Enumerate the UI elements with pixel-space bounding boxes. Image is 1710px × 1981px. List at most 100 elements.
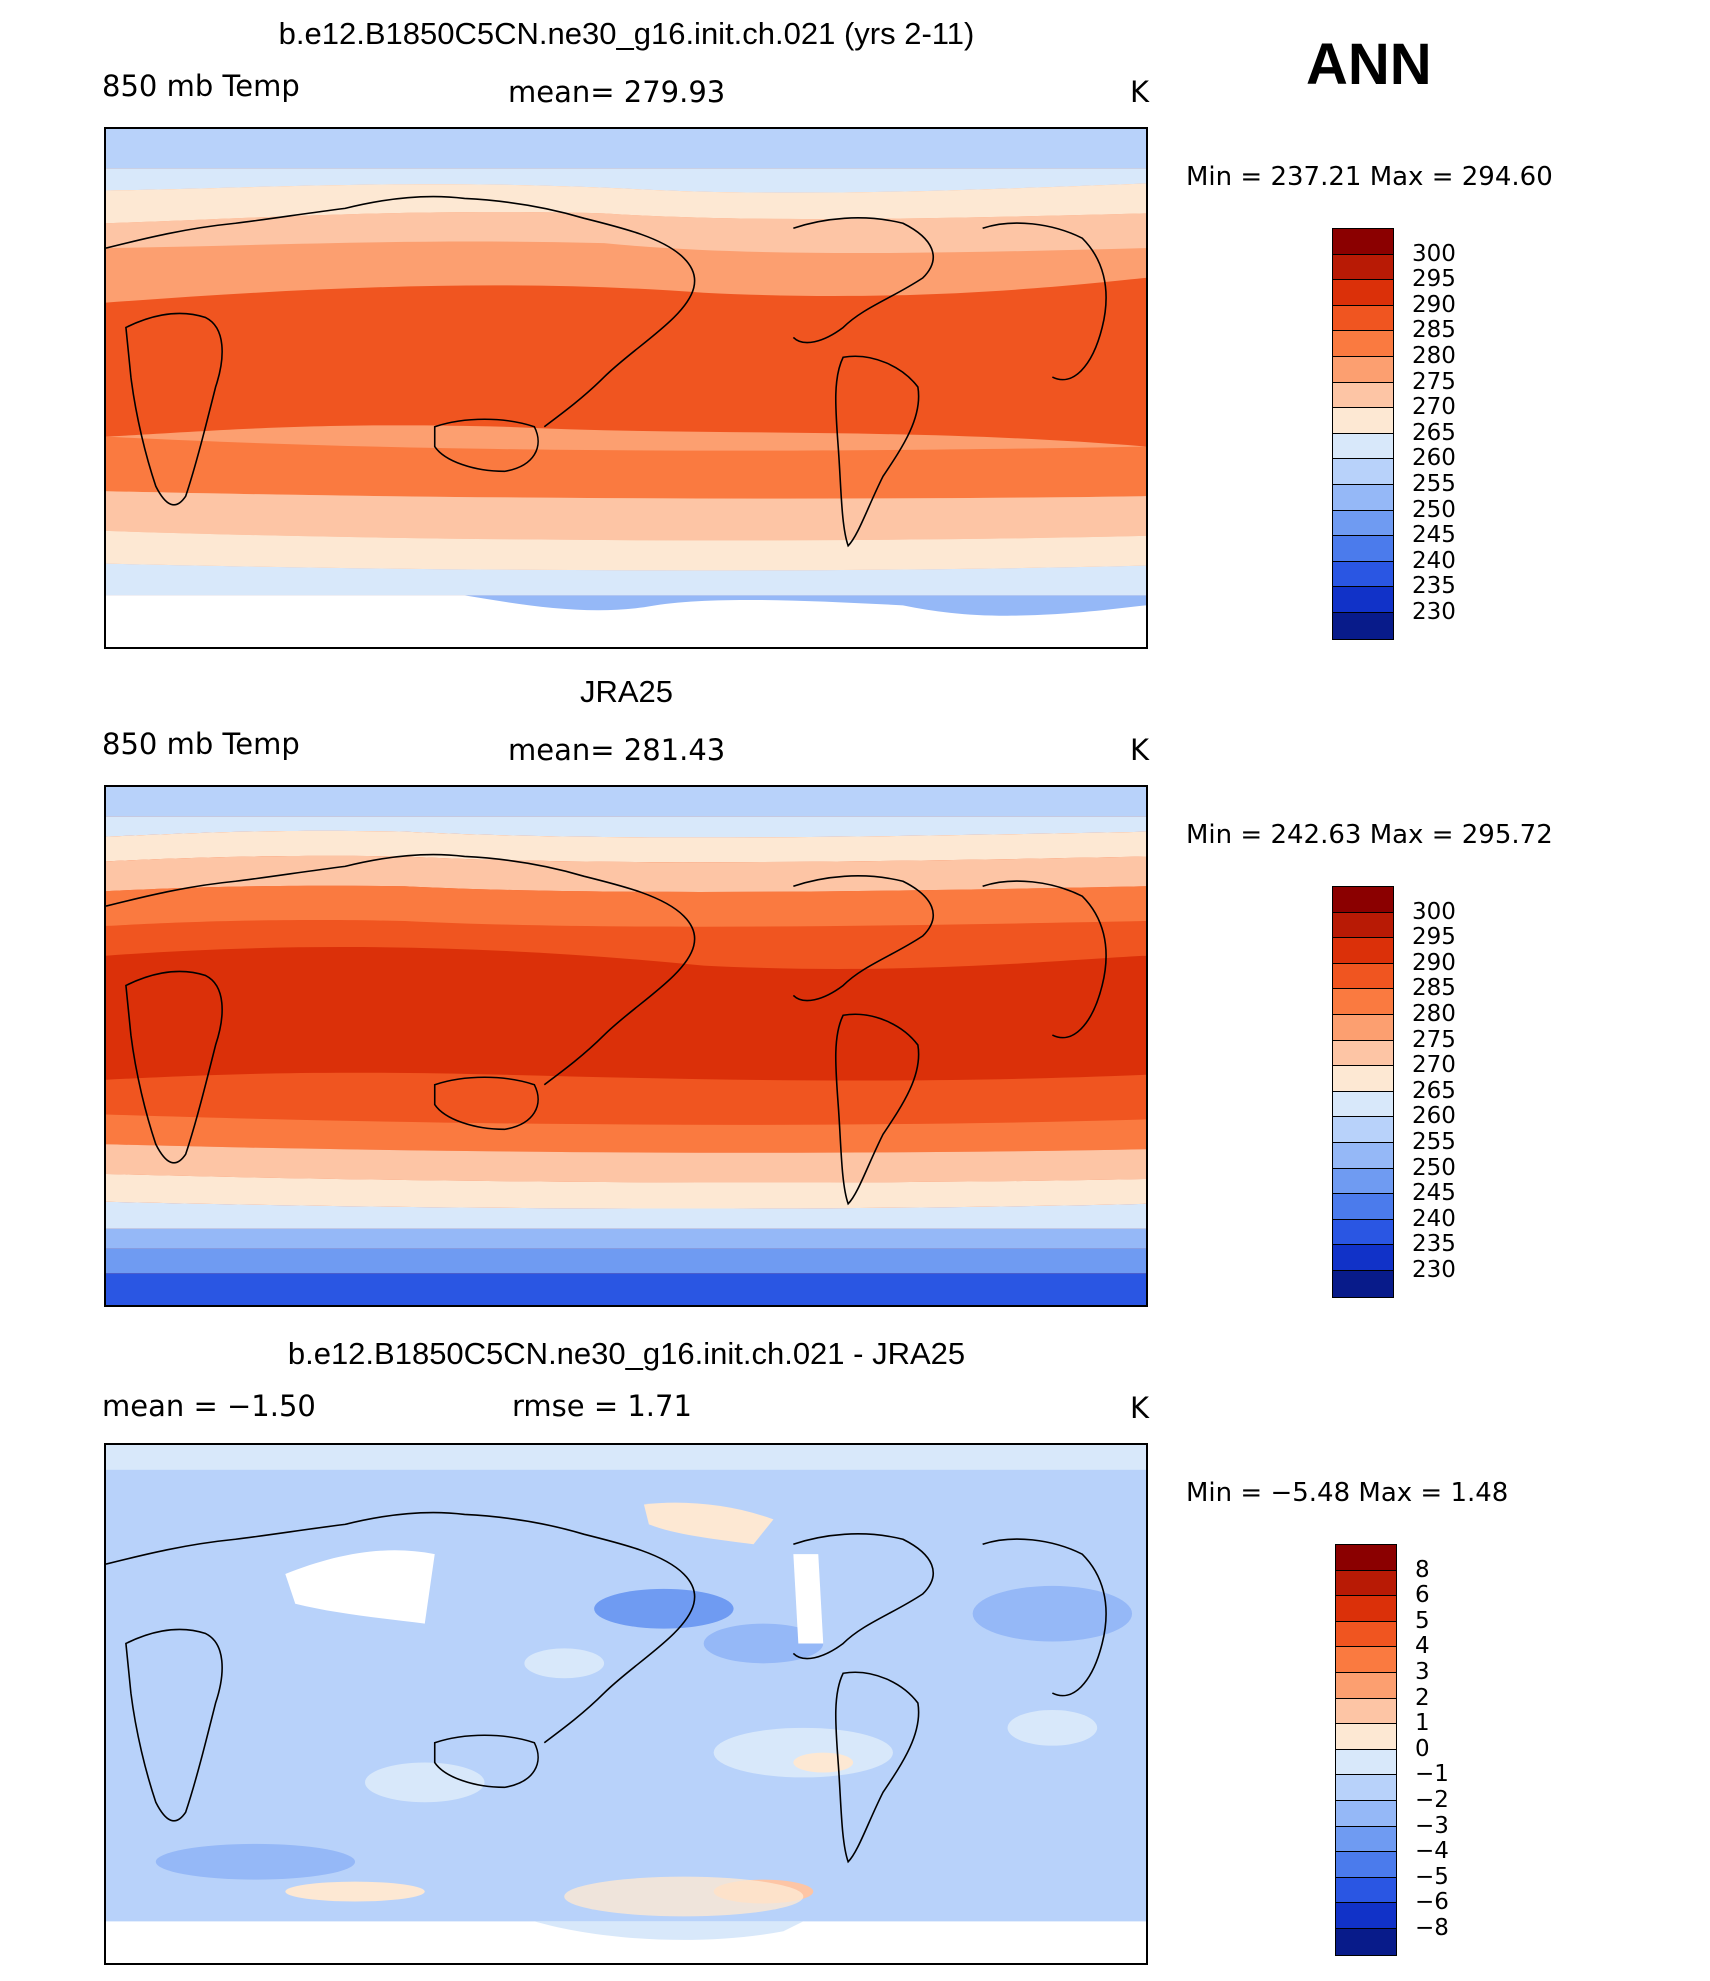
colorbar-tick-label: 230 [1412, 1257, 1456, 1283]
colorbar-tick-label: −1 [1415, 1761, 1449, 1788]
panel3-mean-label: mean = −1.50 [102, 1389, 316, 1423]
panel2-title: JRA25 [579, 674, 674, 709]
colorbar-tick-label: 265 [1412, 1077, 1456, 1104]
colorbar-swatch [1333, 459, 1393, 485]
colorbar-tick-label: 280 [1412, 343, 1456, 369]
colorbar-swatch [1333, 587, 1393, 613]
colorbar-tick-label: 295 [1412, 924, 1456, 951]
colorbar-tick-label: −3 [1415, 1812, 1449, 1839]
colorbar-swatch [1333, 510, 1393, 537]
colorbar-tick-label: 245 [1412, 522, 1456, 549]
colorbar-swatch [1336, 1903, 1396, 1929]
colorbar-tick-label: 8 [1415, 1556, 1430, 1583]
colorbar-tick-label: 275 [1412, 1026, 1456, 1053]
panel3-map-svg [106, 1445, 1146, 1963]
colorbar-swatch [1333, 1168, 1393, 1195]
colorbar-swatch [1333, 1194, 1393, 1220]
colorbar-swatch [1336, 1877, 1396, 1904]
colorbar-tick-label: 250 [1412, 1154, 1456, 1181]
colorbar-tick-label: 285 [1412, 317, 1456, 344]
colorbar-tick-label: 0 [1415, 1735, 1430, 1762]
colorbar-swatch [1336, 1698, 1396, 1725]
colorbar-tick-label: 295 [1412, 266, 1456, 293]
colorbar-swatch [1336, 1596, 1396, 1622]
colorbar-swatch [1333, 382, 1393, 409]
colorbar-swatch [1333, 938, 1393, 964]
colorbar-swatch [1333, 254, 1393, 281]
colorbar-swatch [1336, 1749, 1396, 1776]
colorbar-swatch [1333, 1091, 1393, 1118]
colorbar-tick-label: 265 [1412, 419, 1456, 446]
colorbar-swatch [1336, 1928, 1396, 1955]
panel1-map [104, 127, 1148, 649]
colorbar-tick-label: 260 [1412, 1103, 1456, 1130]
panel1-units: K [1130, 75, 1150, 109]
colorbar-swatch [1333, 887, 1393, 913]
colorbar-swatch [1333, 433, 1393, 460]
colorbar-swatch [1336, 1545, 1396, 1571]
colorbar-swatch [1336, 1826, 1396, 1853]
colorbar-swatch [1336, 1672, 1396, 1699]
colorbar-tick-label: 290 [1412, 949, 1456, 976]
colorbar-swatch [1336, 1621, 1396, 1648]
colorbar-tick-label: 290 [1412, 291, 1456, 318]
colorbar-swatch [1333, 484, 1393, 511]
colorbar-tick-label: −4 [1415, 1838, 1449, 1865]
colorbar-tick-label: −8 [1415, 1915, 1449, 1941]
colorbar-swatch [1333, 1014, 1393, 1041]
colorbar-swatch [1333, 1219, 1393, 1246]
colorbar-swatch [1336, 1570, 1396, 1597]
panel3-map [104, 1443, 1148, 1965]
colorbar-tick-label: −5 [1415, 1863, 1449, 1890]
colorbar-tick-label: 300 [1412, 240, 1456, 267]
colorbar-tick-label: 270 [1412, 394, 1456, 421]
colorbar-tick-label: 240 [1412, 547, 1456, 574]
colorbar-tick-label: 275 [1412, 368, 1456, 395]
colorbar-tick-label: 255 [1412, 1129, 1456, 1155]
colorbar-swatch [1333, 408, 1393, 434]
colorbar-tick-label: 5 [1415, 1607, 1430, 1634]
panel2-colorbar [1332, 886, 1394, 1298]
colorbar-tick-label: 230 [1412, 599, 1456, 625]
colorbar-tick-label: 235 [1412, 1231, 1456, 1258]
colorbar-tick-label: 2 [1415, 1684, 1430, 1711]
panel3-colorbar [1335, 1544, 1397, 1956]
colorbar-tick-label: 300 [1412, 898, 1456, 925]
panel3-minmax: Min = −5.48 Max = 1.48 [1186, 1478, 1509, 1508]
panel2-units: K [1130, 733, 1150, 767]
colorbar-swatch [1333, 1066, 1393, 1092]
colorbar-swatch [1333, 963, 1393, 990]
colorbar-swatch [1336, 1800, 1396, 1827]
colorbar-tick-label: −2 [1415, 1787, 1449, 1813]
colorbar-tick-label: 260 [1412, 445, 1456, 472]
colorbar-swatch [1333, 1142, 1393, 1169]
colorbar-swatch [1336, 1775, 1396, 1801]
colorbar-swatch [1333, 229, 1393, 255]
colorbar-tick-label: 6 [1415, 1582, 1430, 1609]
panel2-minmax: Min = 242.63 Max = 295.72 [1186, 820, 1553, 850]
panel2-mean-label: mean= 281.43 [508, 733, 726, 767]
panel2-map-svg [106, 787, 1146, 1305]
colorbar-swatch [1333, 1040, 1393, 1067]
colorbar-tick-label: 285 [1412, 975, 1456, 1002]
colorbar-swatch [1333, 1245, 1393, 1271]
colorbar-tick-label: 4 [1415, 1633, 1430, 1660]
colorbar-tick-label: −6 [1415, 1889, 1449, 1916]
colorbar-tick-label: 245 [1412, 1180, 1456, 1207]
colorbar-swatch [1333, 912, 1393, 939]
colorbar-tick-label: 255 [1412, 471, 1456, 497]
colorbar-tick-label: 235 [1412, 573, 1456, 600]
colorbar-swatch [1336, 1852, 1396, 1878]
colorbar-swatch [1333, 989, 1393, 1015]
colorbar-swatch [1333, 1117, 1393, 1143]
panel2-left-label: 850 mb Temp [102, 727, 300, 761]
panel1-map-svg [106, 129, 1146, 647]
panel1-left-label: 850 mb Temp [102, 69, 300, 103]
panel3-title: b.e12.B1850C5CN.ne30_g16.init.ch.021 - J… [287, 1336, 966, 1371]
panel1-minmax: Min = 237.21 Max = 294.60 [1186, 162, 1553, 192]
colorbar-swatch [1333, 561, 1393, 588]
season-label: ANN [1306, 32, 1432, 97]
colorbar-swatch [1333, 356, 1393, 383]
colorbar-swatch [1333, 1270, 1393, 1297]
colorbar-swatch [1333, 280, 1393, 306]
